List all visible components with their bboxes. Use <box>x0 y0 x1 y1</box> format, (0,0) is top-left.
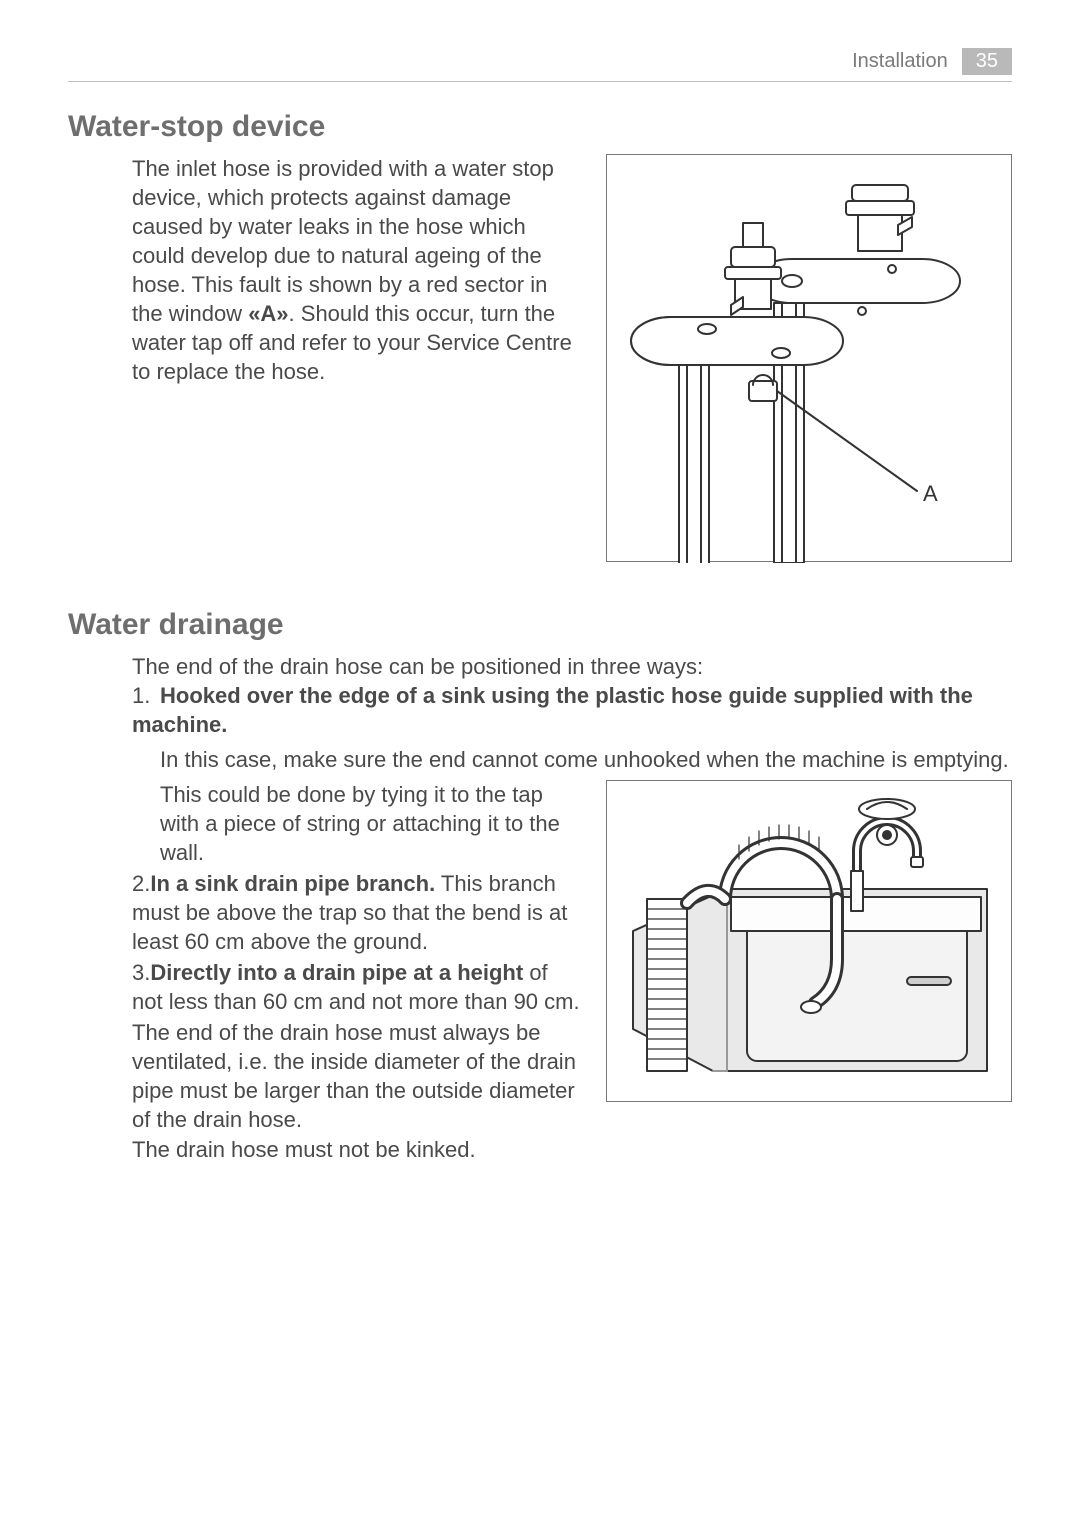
water-stop-figure: A <box>606 154 1012 562</box>
li1-num: 1. <box>132 681 160 710</box>
li3-num: 3. <box>132 960 150 985</box>
drainage-diagram-svg <box>607 781 1013 1103</box>
li1-after-left: This could be done by tying it to the ta… <box>160 780 582 867</box>
drainage-intro: The end of the drain hose can be positio… <box>132 652 1012 681</box>
drainage-item-1: 1.Hooked over the edge of a sink using t… <box>132 681 1012 774</box>
li2-num: 2. <box>132 871 150 896</box>
li1-after-full: In this case, make sure the end cannot c… <box>160 745 1012 774</box>
section-title-water-drainage: Water drainage <box>68 608 1012 642</box>
drainage-tail1: The end of the drain hose must always be… <box>132 1018 582 1134</box>
drainage-row: This could be done by tying it to the ta… <box>132 780 1012 1163</box>
water-stop-diagram-svg: A <box>607 155 1013 563</box>
water-stop-figure-box: A <box>606 154 1012 562</box>
li3-bold: Directly into a drain pipe at a height <box>150 960 523 985</box>
drainage-left-col: This could be done by tying it to the ta… <box>132 780 582 1163</box>
water-drainage-body: The end of the drain hose can be positio… <box>132 652 1012 1164</box>
drainage-tail2: The drain hose must not be kinked. <box>132 1135 582 1164</box>
water-stop-row: The inlet hose is provided with a water … <box>132 154 1012 562</box>
drainage-figure-box <box>606 780 1012 1102</box>
header-section: Installation <box>852 50 948 73</box>
li2-bold: In a sink drain pipe branch. <box>150 871 435 896</box>
page-number-badge: 35 <box>962 48 1012 75</box>
section-title-water-stop: Water-stop device <box>68 110 1012 144</box>
figure-label-a: A <box>923 481 938 506</box>
drainage-list: 1.Hooked over the edge of a sink using t… <box>132 681 1012 774</box>
water-stop-paragraph: The inlet hose is provided with a water … <box>132 154 582 386</box>
page-header: Installation 35 <box>68 48 1012 82</box>
drainage-figure <box>606 780 1012 1102</box>
water-stop-text: The inlet hose is provided with a water … <box>132 154 582 562</box>
li1-bold: Hooked over the edge of a sink using the… <box>132 683 973 737</box>
ws-p-bold: «A» <box>248 301 288 326</box>
